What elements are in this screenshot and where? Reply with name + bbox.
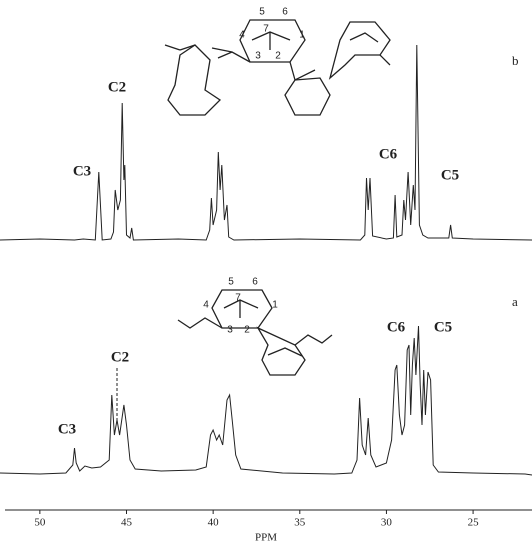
atom-number: 7	[263, 24, 269, 35]
peak-annotation: C3	[58, 421, 76, 437]
atom-number: 5	[259, 7, 265, 18]
atom-number: 4	[239, 30, 245, 41]
peak-annotation: C6	[379, 146, 398, 162]
x-tick-label: 45	[121, 517, 133, 529]
atom-number: 2	[244, 325, 250, 336]
peak-annotation: C5	[441, 167, 459, 183]
atom-number: 3	[227, 325, 233, 336]
atom-number: 3	[255, 51, 261, 62]
x-tick-label: 25	[468, 517, 480, 529]
atom-number: 4	[203, 300, 209, 311]
atom-number: 7	[235, 293, 241, 304]
peak-annotation: C3	[73, 163, 91, 179]
atom-number: 1	[272, 300, 278, 311]
spectrum	[0, 44, 532, 241]
structure-top	[164, 19, 391, 116]
panel-label: b	[512, 53, 519, 68]
atom-number: 5	[228, 277, 234, 288]
atom-number: 6	[282, 7, 288, 18]
x-axis-label: PPM	[255, 532, 277, 544]
peak-annotation: C2	[111, 349, 129, 365]
x-tick-label: 30	[381, 517, 393, 529]
atom-number: 2	[275, 51, 281, 62]
x-tick-label: 50	[34, 517, 46, 529]
peak-annotation: C5	[434, 319, 452, 335]
atom-number: 6	[252, 277, 258, 288]
peak-annotation: C2	[108, 79, 126, 95]
peak-annotation: C6	[387, 319, 406, 335]
spectrum	[0, 325, 532, 476]
x-tick-label: 35	[294, 517, 306, 529]
structure-bottom	[177, 289, 333, 376]
x-tick-label: 40	[208, 517, 220, 529]
panel-label: a	[512, 294, 518, 309]
atom-number: 1	[299, 30, 305, 41]
